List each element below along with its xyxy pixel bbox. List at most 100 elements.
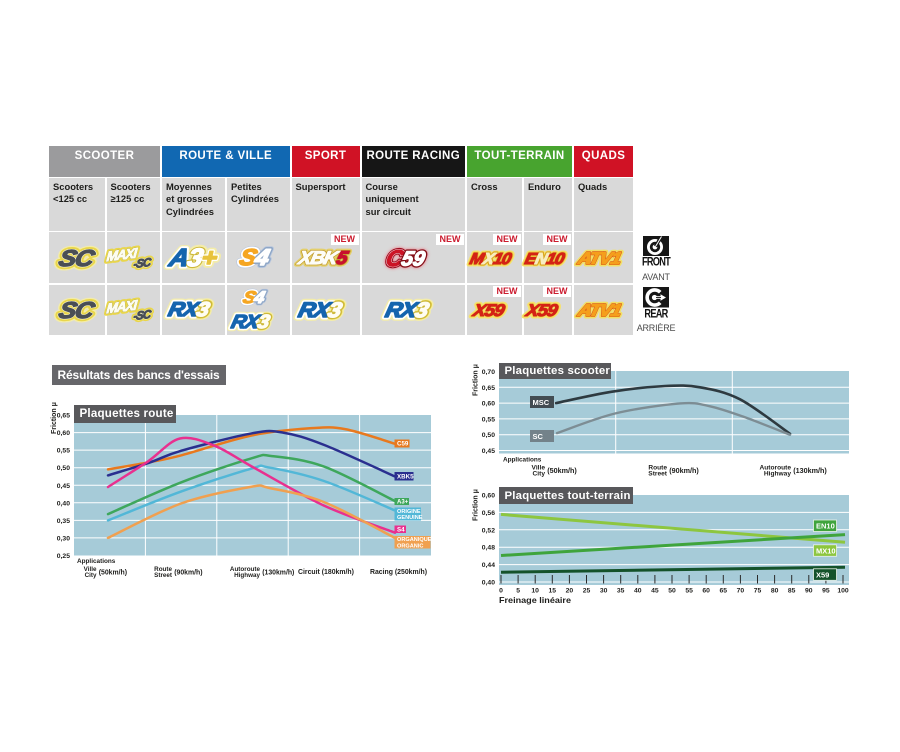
svg-text:MX10: MX10 xyxy=(468,249,514,267)
svg-text:-SC: -SC xyxy=(133,307,152,322)
svg-text:SC: SC xyxy=(56,298,98,323)
svg-text:30: 30 xyxy=(600,588,608,595)
svg-text:0,40: 0,40 xyxy=(57,500,70,507)
svg-text:0,65: 0,65 xyxy=(482,385,495,392)
svg-text:RX3: RX3 xyxy=(296,298,345,321)
svg-text:ORGANIQUE: ORGANIQUE xyxy=(397,537,432,543)
svg-text:0,70: 0,70 xyxy=(482,369,495,376)
svg-text:EN10: EN10 xyxy=(523,249,567,267)
svg-text:0,50: 0,50 xyxy=(482,432,495,439)
svg-text:X59: X59 xyxy=(523,301,559,320)
svg-text:5: 5 xyxy=(516,588,520,595)
svg-text:ATV1: ATV1 xyxy=(575,248,623,267)
svg-text:Applications: Applications xyxy=(503,457,542,464)
svg-text:0,60: 0,60 xyxy=(482,493,495,500)
svg-text:ATV1: ATV1 xyxy=(575,301,623,320)
svg-text:Friction μ: Friction μ xyxy=(473,364,480,396)
svg-text:MAXI: MAXI xyxy=(106,297,139,316)
svg-text:A3+: A3+ xyxy=(397,500,409,506)
svg-text:Freinage linéaire: Freinage linéaire xyxy=(499,595,571,605)
svg-text:0,65: 0,65 xyxy=(57,413,70,420)
svg-text:Street: Street xyxy=(154,572,173,579)
svg-text:0,52: 0,52 xyxy=(482,527,495,534)
svg-text:(90km/h): (90km/h) xyxy=(669,466,699,475)
svg-text:C59: C59 xyxy=(397,441,409,448)
svg-text:-SC: -SC xyxy=(133,255,152,270)
svg-text:100: 100 xyxy=(837,588,849,595)
svg-text:Highway: Highway xyxy=(234,572,260,579)
svg-text:RX3: RX3 xyxy=(229,312,271,333)
svg-text:MAXI: MAXI xyxy=(106,245,139,264)
svg-text:MSC: MSC xyxy=(533,398,550,407)
svg-text:0,40: 0,40 xyxy=(482,580,495,587)
svg-text:85: 85 xyxy=(788,588,796,595)
svg-text:0,50: 0,50 xyxy=(57,465,70,472)
svg-text:EN10: EN10 xyxy=(523,249,567,267)
svg-text:A3+: A3+ xyxy=(165,242,220,271)
svg-text:90: 90 xyxy=(805,588,813,595)
svg-text:Street: Street xyxy=(648,471,667,478)
svg-text:(50km/h): (50km/h) xyxy=(99,570,127,577)
svg-text:MX10: MX10 xyxy=(468,249,514,267)
svg-text:Highway: Highway xyxy=(764,471,791,478)
svg-text:Circuit (180km/h): Circuit (180km/h) xyxy=(298,569,354,576)
svg-text:0,55: 0,55 xyxy=(482,416,495,423)
svg-text:0,55: 0,55 xyxy=(57,448,70,455)
svg-text:MAXI: MAXI xyxy=(106,297,139,316)
svg-text:X59: X59 xyxy=(523,301,559,320)
svg-text:-SC: -SC xyxy=(133,255,152,270)
svg-text:Friction μ: Friction μ xyxy=(473,489,480,521)
svg-text:(130km/h): (130km/h) xyxy=(262,570,294,577)
svg-text:Route: Route xyxy=(648,464,667,471)
svg-text:XBK5: XBK5 xyxy=(295,248,350,268)
svg-text:MX10: MX10 xyxy=(468,249,514,267)
svg-text:70: 70 xyxy=(737,588,745,595)
svg-text:0,35: 0,35 xyxy=(57,518,70,525)
svg-text:RX3: RX3 xyxy=(383,298,432,321)
svg-text:0: 0 xyxy=(499,588,503,595)
svg-text:25: 25 xyxy=(583,588,591,595)
svg-text:X59: X59 xyxy=(470,301,506,320)
svg-text:Racing (250km/h): Racing (250km/h) xyxy=(370,569,427,576)
svg-text:City: City xyxy=(533,471,546,478)
svg-text:XBK5: XBK5 xyxy=(397,473,414,480)
svg-text:0,45: 0,45 xyxy=(57,483,70,490)
svg-text:XBK5: XBK5 xyxy=(295,248,350,268)
svg-text:Ville: Ville xyxy=(84,566,97,573)
svg-text:GENUINE: GENUINE xyxy=(397,515,423,521)
svg-text:ATV1: ATV1 xyxy=(575,301,623,320)
svg-text:55: 55 xyxy=(685,588,693,595)
svg-text:A3+: A3+ xyxy=(165,242,220,271)
svg-text:RX3: RX3 xyxy=(296,298,345,321)
svg-text:XBK5: XBK5 xyxy=(295,248,350,268)
svg-text:X59: X59 xyxy=(816,570,829,579)
svg-text:0,48: 0,48 xyxy=(482,545,495,552)
svg-text:-SC: -SC xyxy=(133,307,152,322)
svg-text:40: 40 xyxy=(634,588,642,595)
svg-text:(90km/h): (90km/h) xyxy=(174,570,202,577)
svg-text:65: 65 xyxy=(720,588,728,595)
svg-text:ATV1: ATV1 xyxy=(575,301,623,320)
svg-text:0,25: 0,25 xyxy=(57,553,70,560)
svg-text:(130km/h): (130km/h) xyxy=(793,466,827,475)
svg-text:(50km/h): (50km/h) xyxy=(547,466,577,475)
svg-text:45: 45 xyxy=(651,588,659,595)
svg-text:0,44: 0,44 xyxy=(482,562,495,569)
svg-text:ORIGINE: ORIGINE xyxy=(397,509,421,515)
svg-text:Autoroute: Autoroute xyxy=(230,566,261,573)
svg-text:0,60: 0,60 xyxy=(482,401,495,408)
svg-text:MAXI: MAXI xyxy=(106,245,139,264)
svg-text:Route: Route xyxy=(154,566,172,573)
svg-text:Friction μ: Friction μ xyxy=(51,402,58,434)
svg-text:95: 95 xyxy=(822,588,830,595)
svg-text:75: 75 xyxy=(754,588,762,595)
svg-text:MAXI: MAXI xyxy=(106,245,139,264)
svg-text:S4: S4 xyxy=(241,288,267,307)
svg-text:MAXI: MAXI xyxy=(106,297,139,316)
svg-text:35: 35 xyxy=(617,588,625,595)
svg-text:SC: SC xyxy=(533,432,544,441)
svg-text:15: 15 xyxy=(549,588,557,595)
svg-text:0,56: 0,56 xyxy=(482,510,495,517)
svg-text:EN10: EN10 xyxy=(816,522,835,531)
svg-text:ATV1: ATV1 xyxy=(575,248,623,267)
